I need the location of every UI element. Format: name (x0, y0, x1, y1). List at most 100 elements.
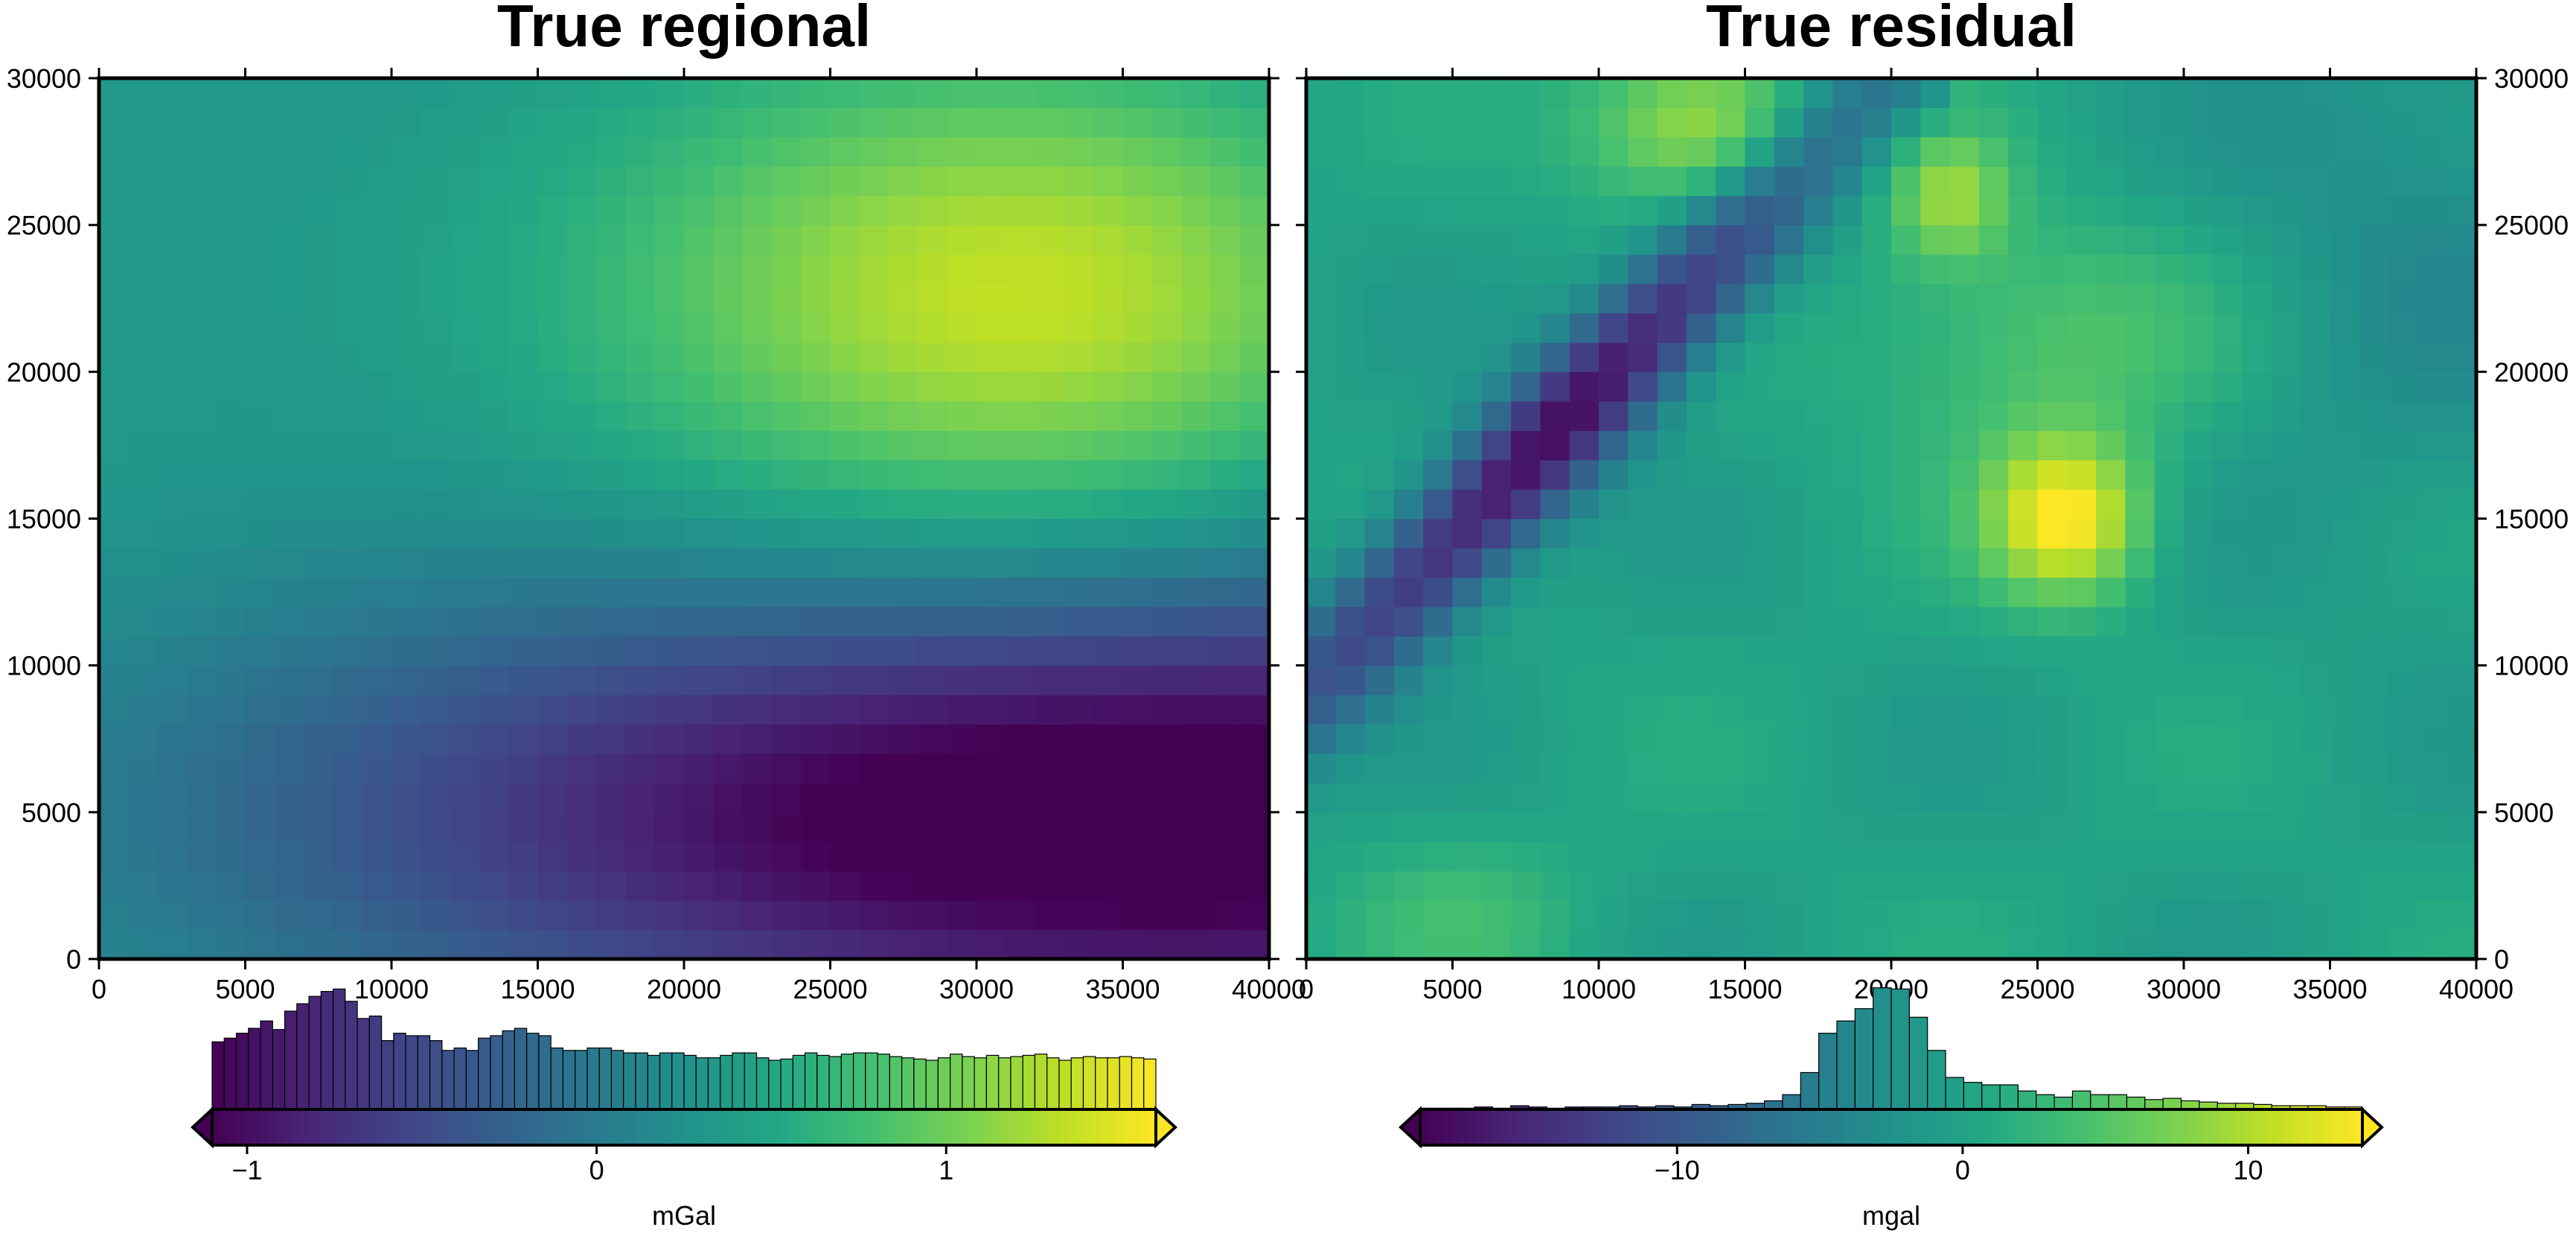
heatmap-cell (1628, 518, 1658, 549)
heatmap-cell (830, 313, 860, 343)
heatmap-cell (1891, 78, 1921, 109)
heatmap-cell (2037, 136, 2068, 167)
heatmap-cell (977, 841, 1006, 872)
heatmap-cell (1364, 166, 1395, 197)
heatmap-cell (1832, 459, 1863, 490)
heatmap-cell (1151, 489, 1182, 520)
heatmap-cell (830, 870, 860, 901)
heatmap-cell (1657, 636, 1687, 666)
heatmap-cell (1891, 489, 1921, 520)
heatmap-cell (1978, 724, 2009, 754)
heatmap-cell (333, 783, 363, 813)
heatmap-cell (1861, 342, 1892, 372)
heatmap-cell (889, 78, 918, 109)
heatmap-cell (1122, 459, 1153, 490)
heatmap-cell (2096, 430, 2126, 461)
heatmap-cell (274, 313, 304, 343)
heatmap-cell (1151, 724, 1182, 754)
heatmap-cell (1181, 783, 1211, 813)
heatmap-cell (684, 313, 714, 343)
heatmap-cell (1239, 606, 1269, 637)
heatmap-cell (1239, 459, 1269, 490)
heatmap-cell (1949, 489, 1980, 520)
heatmap-cell (2446, 401, 2476, 431)
heatmap-cell (1803, 225, 1833, 255)
heatmap-cell (1686, 459, 1716, 490)
heatmap-cell (1569, 577, 1599, 608)
heatmap-cell (889, 459, 918, 490)
heatmap-cell (918, 724, 948, 754)
heatmap-cell (362, 342, 392, 372)
heatmap-cell (2184, 841, 2214, 872)
colorbar-segment (1773, 1109, 1782, 1145)
heatmap-cell (1210, 195, 1241, 226)
heatmap-cell (1035, 372, 1065, 402)
heatmap-cell (1803, 430, 1833, 461)
heatmap-cell (1599, 518, 1629, 549)
heatmap-cell (1210, 783, 1241, 813)
heatmap-cell (596, 254, 626, 284)
heatmap-cell (333, 342, 363, 372)
heatmap-cell (1891, 518, 1921, 549)
heatmap-cell (2096, 459, 2126, 490)
heatmap-cell (1064, 695, 1094, 725)
heatmap-cell (889, 313, 918, 343)
heatmap-cell (742, 430, 773, 461)
heatmap-cell (2330, 724, 2360, 754)
heatmap-cell (128, 900, 159, 931)
heatmap-cell (596, 430, 626, 461)
heatmap-cell (391, 225, 421, 255)
heatmap-cell (684, 254, 714, 284)
heatmap-cell (2330, 665, 2360, 695)
colorbar-label: mGal (652, 1200, 716, 1231)
heatmap-cell (1181, 195, 1211, 226)
heatmap-cell (216, 724, 246, 754)
colorbar-segment (220, 1109, 228, 1145)
colorbar-segment (2228, 1109, 2237, 1145)
colorbar-segment (1069, 1109, 1078, 1145)
heatmap-cell (859, 841, 889, 872)
heatmap-cell (859, 401, 889, 431)
heatmap-cell (742, 489, 773, 520)
heatmap-cell (2213, 489, 2243, 520)
heatmap-cell (304, 695, 333, 725)
heatmap-cell (1569, 665, 1599, 695)
heatmap-cell (742, 695, 773, 725)
heatmap-cell (2213, 430, 2243, 461)
heatmap-cell (1628, 225, 1658, 255)
heatmap-cell (947, 372, 977, 402)
heatmap-cell (479, 812, 509, 842)
heatmap-cell (1803, 78, 1833, 109)
heatmap-cell (1364, 107, 1395, 138)
heatmap-cell (362, 724, 392, 754)
heatmap-cell (537, 695, 568, 725)
heatmap-cell (1628, 78, 1658, 109)
heatmap-cell (2066, 195, 2097, 226)
heatmap-cell (99, 430, 129, 461)
heatmap-cell (274, 195, 304, 226)
heatmap-cell (1335, 812, 1366, 842)
heatmap-cell (1452, 372, 1483, 402)
heatmap-cell (947, 812, 977, 842)
colorbar-segment (2071, 1109, 2080, 1145)
colorbar-segment (613, 1109, 622, 1145)
heatmap-cell (1861, 136, 1892, 167)
heatmap-cell (654, 783, 685, 813)
heatmap-cell (2242, 195, 2272, 226)
heatmap-cell (2242, 459, 2272, 490)
heatmap-cell (1035, 606, 1065, 637)
colorbar-segment (959, 1109, 968, 1145)
heatmap-cell (1949, 430, 1980, 461)
heatmap-cell (1540, 518, 1570, 549)
heatmap-cell (157, 459, 188, 490)
heatmap-cell (2242, 372, 2272, 402)
heatmap-cell (1151, 225, 1182, 255)
colorbar-segment (519, 1109, 528, 1145)
heatmap-cell (771, 342, 802, 372)
heatmap-cell (2417, 372, 2448, 402)
heatmap-cell (918, 489, 948, 520)
heatmap-cell (1832, 636, 1863, 666)
heatmap-cell (654, 724, 685, 754)
heatmap-cell (625, 783, 656, 813)
colorbar-segment (1852, 1109, 1861, 1145)
